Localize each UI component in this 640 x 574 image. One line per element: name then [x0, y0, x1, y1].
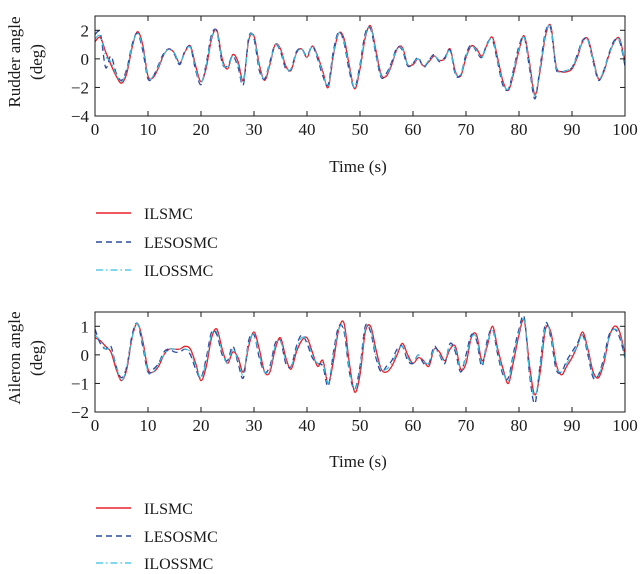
aileron-legend: ILSMC LESOSMC ILOSSMC	[96, 501, 218, 573]
rudder-y-tick-label: 0	[81, 50, 90, 69]
rudder-x-tick-label: 90	[564, 120, 581, 139]
aileron-x-tick-label: 40	[299, 416, 316, 435]
aileron-x-tick-label: 90	[564, 416, 581, 435]
aileron-y-label-line2: (deg)	[27, 340, 46, 376]
aileron-x-tick-label: 10	[140, 416, 157, 435]
rudder-legend-label-ilossmc: ILOSSMC	[144, 263, 213, 280]
rudder-x-tick-label: 60	[405, 120, 422, 139]
aileron-y-axis-label: Aileron angle (deg)	[5, 312, 46, 405]
aileron-x-tick-label: 30	[246, 416, 263, 435]
aileron-x-tick-label: 70	[458, 416, 475, 435]
rudder-legend-label-ilsmc: ILSMC	[144, 206, 193, 223]
aileron-legend-label-ilossmc: ILOSSMC	[144, 556, 213, 573]
aileron-x-tick-label: 0	[91, 416, 100, 435]
rudder-x-tick-label: 70	[458, 120, 475, 139]
rudder-y-label-line2: (deg)	[27, 44, 46, 80]
aileron-series-ilsmc	[95, 318, 625, 396]
aileron-legend-label-ilsmc: ILSMC	[144, 501, 193, 518]
rudder-chart: Rudder angle (deg) 0 10 20 30 40 50 60 70 80 90 10…	[5, 15, 638, 176]
aileron-y-tick-label: −1	[71, 374, 89, 393]
aileron-x-tick-label: 60	[405, 416, 422, 435]
rudder-x-tick-label: 10	[140, 120, 157, 139]
aileron-x-tick-label: 100	[612, 416, 638, 435]
aileron-chart: Aileron angle (deg) 0 10 20 30 40 50 60 70 80 90 1…	[5, 311, 638, 471]
rudder-x-tick-label: 100	[612, 120, 638, 139]
aileron-x-tick-label: 50	[352, 416, 369, 435]
aileron-y-tick-label: −2	[71, 403, 89, 422]
aileron-x-tick-label: 80	[511, 416, 528, 435]
aileron-y-tick-label: 1	[81, 317, 90, 336]
rudder-y-label-line1: Rudder angle	[5, 16, 24, 107]
aileron-legend-label-lesosmc: LESOSMC	[144, 529, 218, 546]
rudder-x-tick-label: 50	[352, 120, 369, 139]
aileron-y-tick-label: 0	[81, 346, 90, 365]
rudder-y-tick-label: 2	[81, 21, 90, 40]
rudder-legend: ILSMC LESOSMC ILOSSMC	[96, 206, 218, 280]
rudder-x-tick-label: 80	[511, 120, 528, 139]
rudder-y-tick-label: −2	[71, 78, 89, 97]
rudder-y-axis-label: Rudder angle (deg)	[5, 16, 46, 107]
rudder-x-tick-label: 30	[246, 120, 263, 139]
aileron-series-ilossmc	[95, 318, 625, 399]
rudder-y-tick-label: −4	[71, 107, 90, 126]
aileron-x-axis-label: Time (s)	[329, 452, 386, 471]
rudder-x-tick-label: 0	[91, 120, 100, 139]
rudder-series-ilossmc	[95, 24, 625, 97]
aileron-series-lesosmc	[95, 314, 625, 405]
rudder-x-tick-label: 40	[299, 120, 316, 139]
rudder-legend-label-lesosmc: LESOSMC	[144, 235, 218, 252]
rudder-x-tick-label: 20	[193, 120, 210, 139]
aileron-y-label-line1: Aileron angle	[5, 312, 24, 405]
aileron-x-tick-label: 20	[193, 416, 210, 435]
rudder-x-axis-label: Time (s)	[329, 157, 386, 176]
